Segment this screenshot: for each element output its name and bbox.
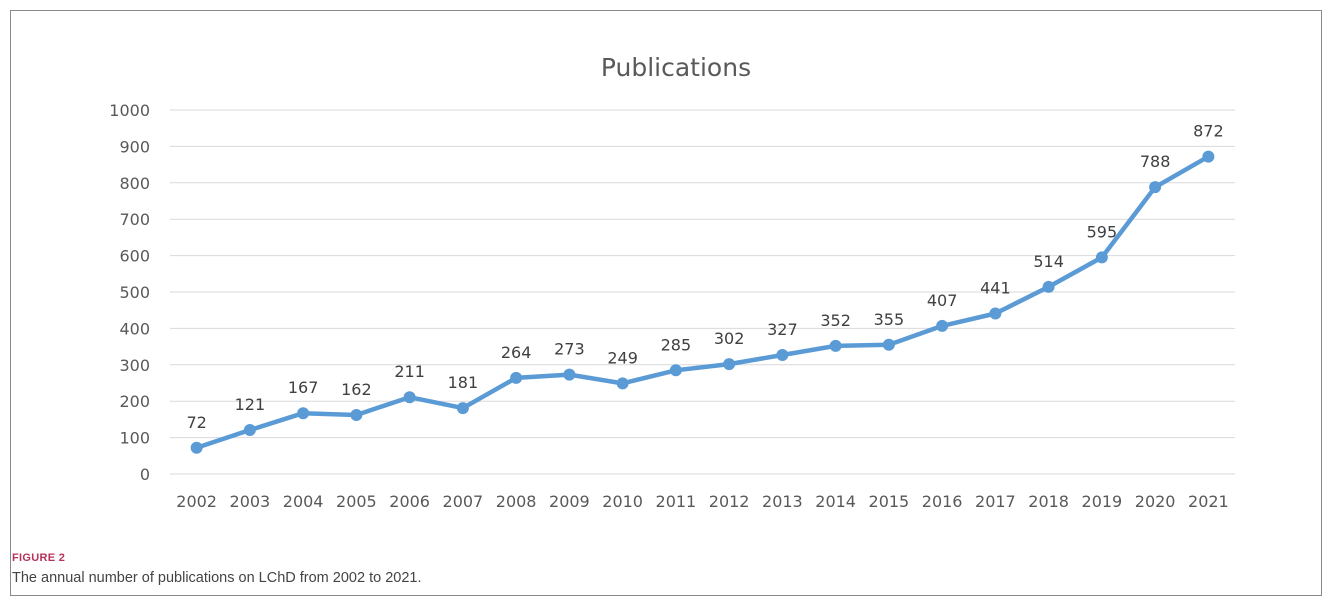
y-tick-label: 800 (119, 174, 150, 193)
data-label: 285 (661, 335, 692, 354)
data-label: 121 (235, 395, 266, 414)
x-tick-label: 2002 (176, 492, 217, 511)
y-tick-label: 700 (119, 210, 150, 229)
data-point (190, 441, 203, 454)
x-tick-label: 2010 (602, 492, 643, 511)
gridlines (170, 109, 1235, 475)
y-tick-label: 400 (119, 319, 150, 338)
data-label: 264 (501, 343, 532, 362)
y-tick-label: 200 (119, 392, 150, 411)
data-point (936, 319, 949, 332)
data-point (1202, 150, 1215, 163)
x-tick-label: 2014 (815, 492, 856, 511)
data-point (723, 358, 736, 371)
data-label: 514 (1033, 252, 1064, 271)
data-label: 355 (874, 310, 905, 329)
x-tick-label: 2020 (1135, 492, 1176, 511)
y-tick-label: 600 (119, 247, 150, 266)
figure-frame (10, 10, 1322, 596)
data-label: 181 (448, 373, 479, 392)
figure-label: FIGURE 2 (12, 552, 66, 564)
y-tick-label: 1000 (109, 101, 150, 120)
x-tick-label: 2016 (922, 492, 963, 511)
data-point (882, 338, 895, 351)
data-label: 167 (288, 378, 319, 397)
data-labels: 72 121 167 162 211 181 264 273 249 285 302 327 352 35… (186, 122, 1223, 432)
x-tick-label: 2003 (230, 492, 271, 511)
x-tick-label: 2008 (496, 492, 537, 511)
data-point (669, 364, 682, 377)
x-tick-label: 2005 (336, 492, 377, 511)
data-label: 273 (554, 340, 585, 359)
data-point (1042, 280, 1055, 293)
data-point (1149, 181, 1162, 194)
y-tick-label: 900 (119, 137, 150, 156)
series-line-layer (194, 154, 1211, 451)
x-tick-label: 2012 (709, 492, 750, 511)
data-label: 788 (1140, 152, 1171, 171)
data-point (297, 407, 310, 420)
data-points (190, 150, 1215, 454)
y-axis-tick-labels: 0 100 200 300 400 500 600 700 800 900 1000 (109, 101, 150, 484)
x-tick-label: 2017 (975, 492, 1016, 511)
data-point (1095, 251, 1108, 264)
data-point (456, 402, 469, 415)
x-tick-label: 2019 (1082, 492, 1123, 511)
data-point (350, 409, 363, 422)
data-point (989, 307, 1002, 320)
x-tick-label: 2006 (389, 492, 430, 511)
data-point (563, 368, 576, 381)
data-point (403, 391, 416, 404)
data-label: 352 (820, 311, 851, 330)
data-label: 327 (767, 320, 798, 339)
data-point (776, 348, 789, 361)
data-label: 162 (341, 380, 372, 399)
x-tick-label: 2007 (443, 492, 484, 511)
y-tick-label: 300 (119, 356, 150, 375)
data-label: 872 (1193, 122, 1224, 141)
data-point (616, 377, 629, 390)
x-tick-label: 2021 (1188, 492, 1229, 511)
figure-caption: The annual number of publications on LCh… (12, 570, 422, 586)
data-label: 407 (927, 291, 958, 310)
data-point (243, 423, 256, 436)
data-label: 72 (186, 413, 206, 432)
chart-title: Publications (601, 53, 751, 82)
y-tick-label: 100 (119, 429, 150, 448)
data-label: 595 (1087, 222, 1118, 241)
data-label: 211 (394, 362, 425, 381)
x-axis-tick-labels: 2002 2003 2004 2005 2006 2007 2008 2009 2010 2011… (176, 492, 1228, 511)
data-label: 249 (607, 348, 638, 367)
series-line (194, 154, 1211, 451)
x-tick-label: 2004 (283, 492, 324, 511)
data-point (829, 339, 842, 352)
data-point (510, 371, 523, 384)
data-label: 441 (980, 278, 1011, 297)
data-label: 302 (714, 329, 745, 348)
x-tick-label: 2009 (549, 492, 590, 511)
x-tick-label: 2011 (656, 492, 697, 511)
y-tick-label: 0 (140, 465, 150, 484)
x-tick-label: 2013 (762, 492, 803, 511)
x-tick-label: 2015 (869, 492, 910, 511)
x-tick-label: 2018 (1028, 492, 1069, 511)
y-tick-label: 500 (119, 283, 150, 302)
